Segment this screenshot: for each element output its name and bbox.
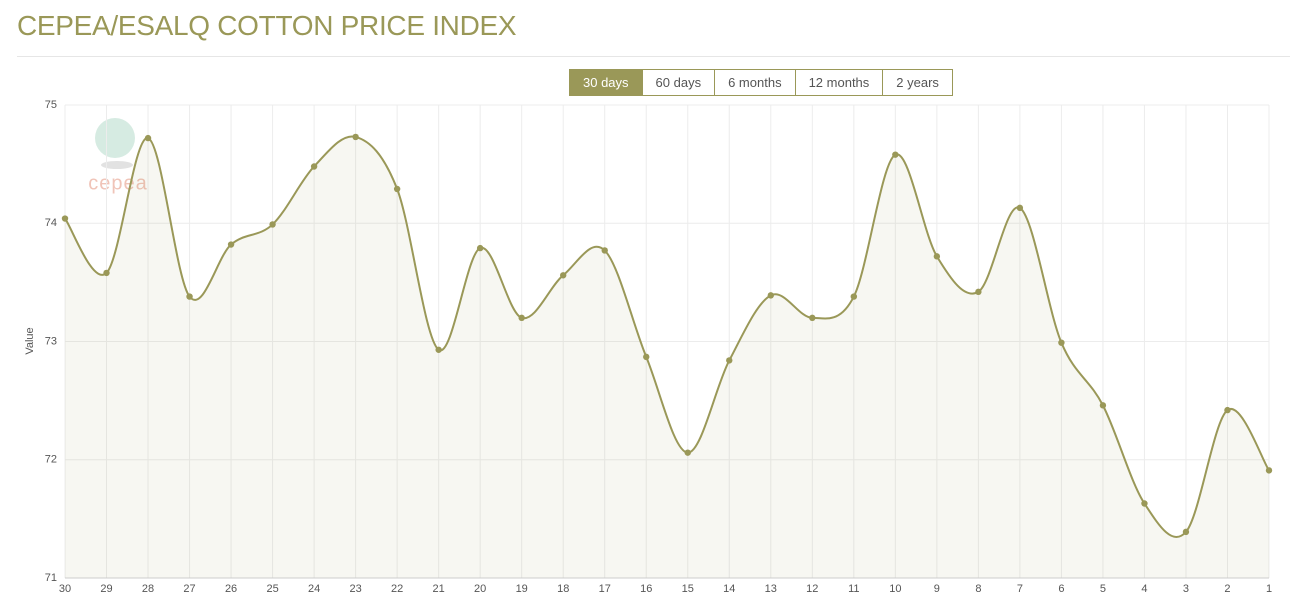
- range-button[interactable]: 6 months: [715, 69, 796, 96]
- y-tick-label: 72: [45, 454, 57, 466]
- point: [1016, 204, 1024, 212]
- point: [850, 293, 858, 300]
- x-tick-label: 20: [474, 583, 486, 595]
- point: [643, 353, 650, 361]
- point: [684, 449, 691, 456]
- y-tick-label: 74: [45, 217, 57, 229]
- x-tick-label: 2: [1224, 583, 1230, 595]
- divider: [17, 56, 1290, 57]
- point: [560, 272, 567, 279]
- point: [103, 269, 110, 277]
- point: [435, 346, 442, 353]
- point: [975, 288, 982, 296]
- x-tick-label: 15: [682, 583, 694, 595]
- x-tick-label: 30: [59, 583, 71, 595]
- x-tick-label: 12: [806, 583, 818, 595]
- point: [601, 247, 608, 254]
- point: [227, 241, 235, 248]
- x-tick-label: 28: [142, 583, 154, 595]
- point: [892, 151, 899, 158]
- x-tick-label: 8: [975, 583, 981, 595]
- x-tick-label: 29: [100, 583, 112, 595]
- x-tick-label: 22: [391, 583, 403, 595]
- x-tick-label: 26: [225, 583, 237, 595]
- point: [393, 185, 401, 193]
- x-tick-label: 24: [308, 583, 320, 595]
- range-buttons: 30 days 60 days 6 months 12 months 2 years: [569, 69, 953, 96]
- x-tick-label: 16: [640, 583, 652, 595]
- range-button[interactable]: 12 months: [795, 69, 884, 96]
- y-axis-label: Value: [24, 327, 36, 354]
- y-tick-label: 71: [45, 572, 57, 584]
- y-tick-label: 75: [45, 99, 57, 111]
- point: [1058, 339, 1065, 346]
- range-button[interactable]: 30 days: [569, 69, 643, 96]
- x-tick-label: 4: [1141, 583, 1147, 595]
- point: [476, 244, 484, 252]
- range-button[interactable]: 2 years: [883, 69, 953, 96]
- range-button[interactable]: 60 days: [642, 69, 716, 96]
- point: [809, 314, 816, 322]
- point: [933, 253, 941, 260]
- area-fill: [65, 136, 1269, 579]
- x-tick-label: 17: [599, 583, 611, 595]
- x-tick-label: 21: [433, 583, 445, 595]
- logo-globe: [95, 118, 135, 158]
- point: [144, 134, 152, 142]
- x-tick-label: 14: [723, 583, 735, 595]
- point: [310, 163, 318, 170]
- x-tick-label: 18: [557, 583, 569, 595]
- point: [767, 292, 774, 299]
- x-tick-label: 27: [183, 583, 195, 595]
- point: [352, 133, 359, 141]
- point: [726, 357, 733, 364]
- point: [1224, 406, 1231, 414]
- y-tick-label: 73: [45, 335, 57, 347]
- x-tick-label: 3: [1183, 583, 1189, 595]
- point: [61, 215, 69, 222]
- point: [1141, 500, 1148, 507]
- x-tick-label: 10: [889, 583, 901, 595]
- logo-shadow: [101, 161, 133, 169]
- plot: [61, 104, 1273, 579]
- x-tick-label: 11: [848, 583, 859, 595]
- x-tick-label: 5: [1100, 583, 1106, 595]
- x-tick-label: 19: [516, 583, 528, 595]
- point: [518, 314, 525, 322]
- x-tick-label: 13: [765, 583, 777, 595]
- x-tick-label: 7: [1017, 583, 1023, 595]
- x-tick-label: 6: [1058, 583, 1064, 595]
- x-tick-label: 9: [934, 583, 940, 595]
- x-tick-label: 25: [266, 583, 278, 595]
- point: [1099, 402, 1107, 409]
- x-tick-label: 23: [349, 583, 361, 595]
- point: [1265, 467, 1273, 474]
- x-tick-label: 1: [1266, 583, 1272, 595]
- point: [186, 293, 193, 300]
- point: [269, 221, 276, 228]
- page-title: CEPEA/ESALQ COTTON PRICE INDEX: [17, 10, 517, 41]
- point: [1182, 528, 1190, 536]
